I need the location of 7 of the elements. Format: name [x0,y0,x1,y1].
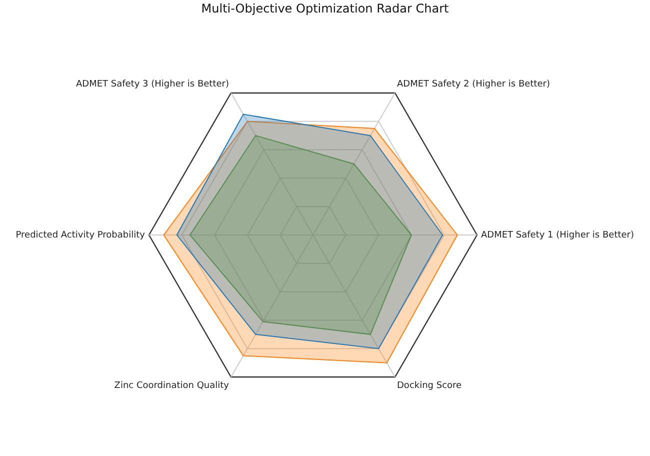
spoke-label: Predicted Activity Probability [16,230,146,240]
spoke-label: Docking Score [397,381,462,392]
chart-title: Multi-Objective Optimization Radar Chart [201,1,449,16]
spoke-label: Zinc Coordination Quality [114,381,230,392]
spoke-label: ADMET Safety 1 (Higher is Better) [481,230,634,240]
spoke-label: ADMET Safety 3 (Higher is Better) [76,79,229,90]
spoke-label: ADMET Safety 2 (Higher is Better) [397,79,550,90]
